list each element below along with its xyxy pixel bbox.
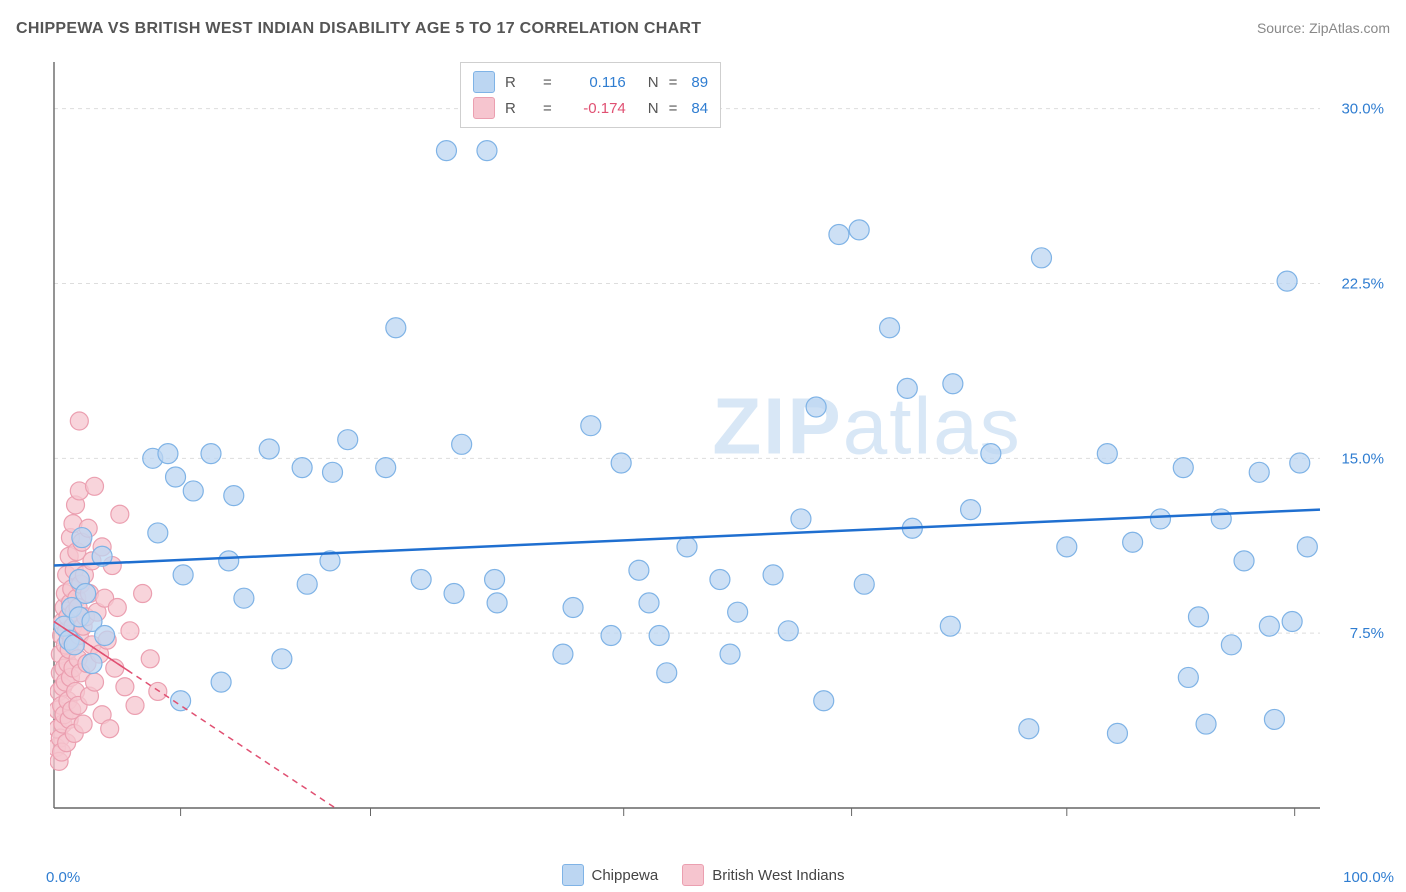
chart-title: CHIPPEWA VS BRITISH WEST INDIAN DISABILI… bbox=[16, 20, 701, 38]
legend-eq: = bbox=[543, 100, 552, 117]
source-attribution: Source: ZipAtlas.com bbox=[1257, 20, 1390, 36]
legend-eq: = bbox=[543, 74, 552, 91]
svg-text:15.0%: 15.0% bbox=[1341, 450, 1384, 467]
legend-label: Chippewa bbox=[592, 867, 659, 884]
svg-text:22.5%: 22.5% bbox=[1341, 275, 1384, 292]
legend-r-label: R bbox=[505, 100, 533, 117]
svg-text:ZIPatlas: ZIPatlas bbox=[712, 382, 1021, 471]
legend-swatch bbox=[682, 864, 704, 886]
svg-text:30.0%: 30.0% bbox=[1341, 101, 1384, 118]
source-site: ZipAtlas.com bbox=[1309, 20, 1390, 36]
correlation-legend-row: R = -0.174 N = 84 bbox=[473, 95, 708, 121]
source-label: Source: bbox=[1257, 20, 1309, 36]
series-legend-item: Chippewa bbox=[562, 864, 659, 886]
correlation-legend-row: R = 0.116 N = 89 bbox=[473, 69, 708, 95]
legend-label: British West Indians bbox=[712, 867, 844, 884]
svg-text:7.5%: 7.5% bbox=[1350, 625, 1384, 642]
x-axis-origin-label: 0.0% bbox=[46, 869, 80, 886]
legend-eq: = bbox=[669, 100, 678, 117]
legend-r-value: 0.116 bbox=[562, 74, 626, 91]
scatter-plot: 7.5% 15.0% 22.5% 30.0% ZIPatlas bbox=[50, 58, 1390, 838]
legend-n-label: N bbox=[648, 100, 659, 117]
legend-r-value: -0.174 bbox=[562, 100, 626, 117]
correlation-legend: R = 0.116 N = 89 R = -0.174 N = 84 bbox=[460, 62, 721, 128]
x-axis-end-label: 100.0% bbox=[1343, 869, 1394, 886]
legend-swatch bbox=[473, 97, 495, 119]
series-legend-item: British West Indians bbox=[682, 864, 844, 886]
legend-eq: = bbox=[669, 74, 678, 91]
legend-n-value: 84 bbox=[691, 100, 708, 117]
chart-container: CHIPPEWA VS BRITISH WEST INDIAN DISABILI… bbox=[0, 0, 1406, 892]
legend-n-value: 89 bbox=[691, 74, 708, 91]
legend-swatch bbox=[562, 864, 584, 886]
series-legend: Chippewa British West Indians bbox=[0, 864, 1406, 886]
legend-r-label: R bbox=[505, 74, 533, 91]
legend-swatch bbox=[473, 71, 495, 93]
legend-n-label: N bbox=[648, 74, 659, 91]
